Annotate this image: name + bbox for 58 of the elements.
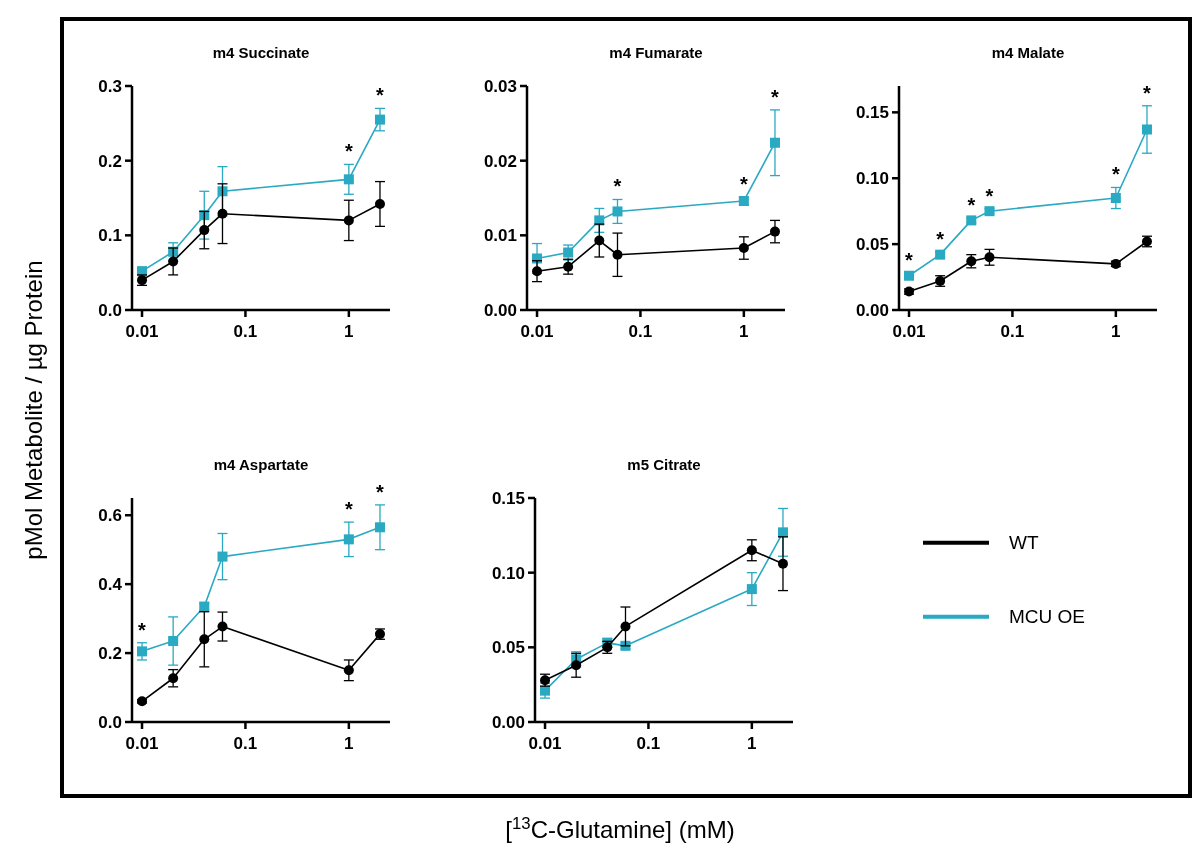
y-tick-label: 0.15 (855, 103, 889, 123)
annotation: * (613, 175, 622, 198)
chart-title: m5 Citrate (627, 456, 701, 473)
annotation: * (905, 249, 914, 272)
x-tick-label: 0.1 (233, 734, 258, 753)
y-tick-label: 0.2 (98, 151, 122, 171)
x-tick-label: 0.01 (528, 734, 562, 753)
annotation: * (138, 618, 147, 641)
annotation: * (936, 228, 945, 251)
annotation: * (771, 85, 780, 108)
y-tick-label: 0.00 (483, 300, 517, 320)
x-tick-label: 0.01 (892, 322, 926, 341)
y-tick-label: 0.05 (491, 638, 525, 658)
y-tick-label: 0.0 (98, 300, 122, 320)
y-axis-title: pMol Metabolite / µg Protein (20, 260, 47, 560)
x-tick-label: 0.01 (520, 322, 554, 341)
annotation: * (739, 173, 748, 196)
chart-title: m4 Fumarate (609, 44, 703, 61)
x-tick-label: 1 (739, 322, 749, 341)
x-axis-title: [$^{13}$C-Glutamine] (mM) (505, 813, 735, 843)
y-tick-label: 0.15 (491, 488, 525, 508)
x-tick-label: 1 (344, 322, 354, 341)
x-tick-label: 0.1 (233, 322, 258, 341)
chart-title: m4 Aspartate (213, 456, 309, 473)
x-tick-label: 1 (1111, 322, 1121, 341)
x-tick-label: 0.1 (1000, 322, 1025, 341)
annotation: * (1111, 163, 1120, 186)
y-tick-label: 0.10 (491, 563, 525, 583)
annotation: * (376, 480, 385, 503)
annotation: * (967, 193, 976, 216)
x-tick-label: 1 (747, 734, 757, 753)
y-tick-label: 0.6 (98, 506, 122, 526)
chart-title: m4 Malate (991, 44, 1065, 61)
y-tick-label: 0.0 (98, 712, 122, 732)
x-tick-label: 0.01 (125, 322, 159, 341)
y-tick-label: 0.05 (855, 235, 889, 255)
annotation: * (344, 498, 353, 521)
legend-label: WT (1009, 532, 1039, 554)
y-tick-label: 0.1 (98, 226, 122, 246)
y-tick-label: 0.4 (98, 575, 123, 595)
y-tick-label: 0.03 (483, 76, 517, 96)
x-tick-label: 0.1 (636, 734, 661, 753)
legend-label: MCU OE (1009, 606, 1085, 628)
annotation: * (1143, 81, 1152, 104)
y-tick-label: 0.10 (855, 169, 889, 189)
y-tick-label: 0.00 (491, 712, 525, 732)
y-tick-label: 0.2 (98, 644, 122, 664)
annotation: * (344, 140, 353, 163)
y-tick-label: 0.01 (483, 226, 517, 246)
annotation: * (985, 184, 994, 207)
y-tick-label: 0.02 (483, 151, 517, 171)
annotation: * (376, 84, 385, 107)
chart-title: m4 Succinate (212, 44, 310, 61)
x-tick-label: 0.01 (125, 734, 159, 753)
y-tick-label: 0.3 (98, 76, 122, 96)
y-tick-label: 0.00 (855, 300, 889, 320)
x-tick-label: 0.1 (628, 322, 653, 341)
x-tick-label: 1 (344, 734, 354, 753)
